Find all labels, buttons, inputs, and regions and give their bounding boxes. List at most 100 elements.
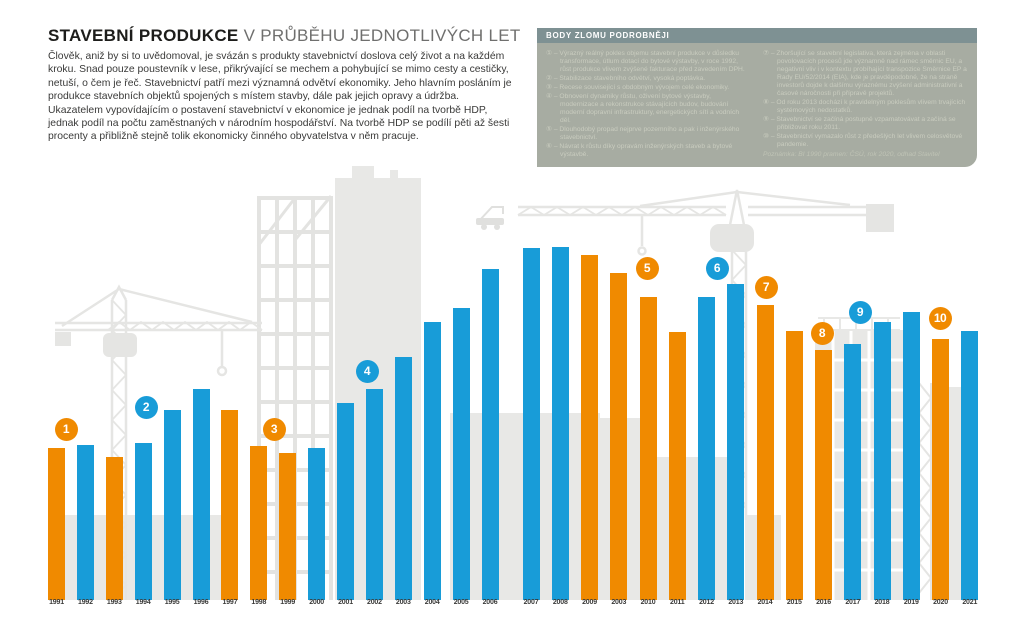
breakpoint-item: ① – Výrazný reálný pokles objemu stavebn…	[546, 50, 745, 73]
bar-2012	[698, 297, 715, 600]
page-title: STAVEBNÍ PRODUKCE V PRŮBĚHU JEDNOTLIVÝCH…	[48, 26, 521, 46]
year-label: 2001	[338, 599, 353, 606]
year-label: 2000	[309, 599, 324, 606]
year-label: 1996	[193, 599, 209, 606]
year-label: 2013	[728, 599, 744, 606]
bar-2015	[785, 331, 803, 600]
bar-1999	[279, 453, 297, 600]
year-label: 2003	[611, 599, 627, 606]
breakpoint-marker-10: 10	[928, 306, 952, 330]
breakpoint-note: Poznámka: BI 1990 pramen: ČSÚ, rok 2020,…	[763, 151, 940, 158]
breakpoint-item: ⑥ – Návrat k růstu díky opravám inženýrs…	[546, 143, 733, 158]
year-label: 2007	[523, 599, 539, 606]
bar-2014	[756, 305, 774, 600]
bar-2009	[581, 255, 598, 600]
bar-2006	[481, 269, 499, 600]
bar-2001	[337, 403, 354, 600]
bar-2017	[844, 344, 862, 600]
year-label: 1994	[135, 599, 151, 606]
bar-2020	[932, 339, 949, 600]
bar-2003	[394, 357, 412, 600]
breakpoint-item: ④ – Obnovení dynamiky růstu, oživení byt…	[546, 93, 740, 124]
year-label: 2009	[582, 599, 597, 606]
breakpoint-marker-9: 9	[848, 300, 872, 324]
year-label: 1993	[106, 599, 122, 606]
tower-crane-right-icon	[517, 189, 894, 521]
breakpoint-marker-8: 8	[810, 321, 834, 345]
year-label: 2014	[757, 599, 773, 606]
year-label: 2006	[482, 599, 498, 606]
year-label: 1999	[280, 599, 296, 606]
breakpoints-column-right: ⑦ – Zhoršující se stavební legislativa, …	[763, 50, 967, 160]
bar-2019	[902, 312, 920, 600]
year-label: 1997	[222, 599, 238, 606]
bar-2013	[727, 284, 745, 600]
bar-2021	[961, 331, 979, 600]
breakpoints-panel-title: BODY ZLOMU PODROBNĚJI	[537, 28, 977, 43]
bar-2008	[551, 247, 569, 600]
bar-2004	[423, 322, 441, 600]
bar-1995	[163, 410, 181, 600]
breakpoint-item: ③ – Recese související s obdobným vývoje…	[546, 84, 730, 91]
breakpoint-marker-1: 1	[54, 417, 78, 441]
bar-1997	[221, 410, 239, 600]
breakpoints-panel: BODY ZLOMU PODROBNĚJI ① – Výrazný reálný…	[537, 28, 977, 167]
breakpoint-item: ② – Stabilizace stavebního odvětví, vyso…	[546, 75, 706, 82]
year-label: 2010	[640, 599, 656, 606]
bar-1998	[250, 446, 268, 600]
year-label: 1995	[164, 599, 180, 606]
bar-2010	[639, 297, 657, 600]
year-label: 1998	[251, 599, 267, 606]
year-label: 2004	[424, 599, 440, 606]
page-title-bold: STAVEBNÍ PRODUKCE	[48, 26, 239, 45]
breakpoints-column-left: ① – Výrazný reálný pokles objemu stavebn…	[546, 50, 750, 160]
breakpoint-marker-6: 6	[705, 256, 729, 280]
breakpoint-marker-5: 5	[635, 256, 659, 280]
bar-2016	[815, 350, 832, 600]
bar-2002	[365, 389, 383, 600]
bar-2005	[452, 308, 470, 600]
year-label: 2005	[453, 599, 469, 606]
bar-2000	[308, 448, 326, 600]
breakpoint-marker-7: 7	[754, 275, 778, 299]
breakpoint-item: ⑨ – Stavebnictví se začíná postupně vzpa…	[763, 116, 956, 131]
mobile-crane-icon	[476, 206, 504, 230]
bar-2003	[610, 273, 628, 600]
bar-1993	[105, 457, 123, 600]
year-label: 2008	[552, 599, 568, 606]
bar-2018	[873, 322, 891, 600]
bar-1994	[134, 443, 152, 600]
breakpoint-marker-2: 2	[134, 395, 158, 419]
breakpoints-panel-body: ① – Výrazný reálný pokles objemu stavebn…	[537, 43, 977, 167]
breakpoint-marker-3: 3	[262, 417, 286, 441]
breakpoint-item: ⑩ – Stavebnictví vymazalo růst z předešl…	[763, 133, 963, 148]
year-label: 2011	[670, 599, 685, 606]
intro-paragraph: Člověk, aniž by si to uvědomoval, je svá…	[48, 51, 512, 143]
year-label: 2021	[962, 599, 978, 606]
year-label: 2019	[903, 599, 919, 606]
year-label: 2012	[699, 599, 714, 606]
year-label: 2002	[367, 599, 382, 606]
page-title-rest: V PRŮBĚHU JEDNOTLIVÝCH LET	[238, 26, 521, 45]
year-label: 2017	[845, 599, 861, 606]
year-label: 1992	[78, 599, 93, 606]
breakpoint-item: ⑦ – Zhoršující se stavební legislativa, …	[763, 50, 967, 97]
breakpoint-marker-4: 4	[355, 359, 379, 383]
bar-2007	[522, 248, 540, 600]
year-label: 2016	[816, 599, 831, 606]
breakpoint-item: ⑧ – Od roku 2013 dochází k pravidelným p…	[763, 99, 966, 114]
year-label: 1991	[49, 599, 64, 606]
bar-1996	[192, 389, 210, 600]
bar-2011	[668, 332, 686, 600]
year-label: 2018	[874, 599, 890, 606]
year-label: 2003	[395, 599, 411, 606]
bar-1991	[48, 448, 65, 600]
lattice-tower-icon	[917, 382, 933, 600]
year-label: 2020	[933, 599, 948, 606]
year-label: 2015	[786, 599, 802, 606]
bar-1992	[76, 445, 94, 600]
breakpoint-item: ⑤ – Dlouhodobý propad nejprve pozemního …	[546, 126, 740, 141]
